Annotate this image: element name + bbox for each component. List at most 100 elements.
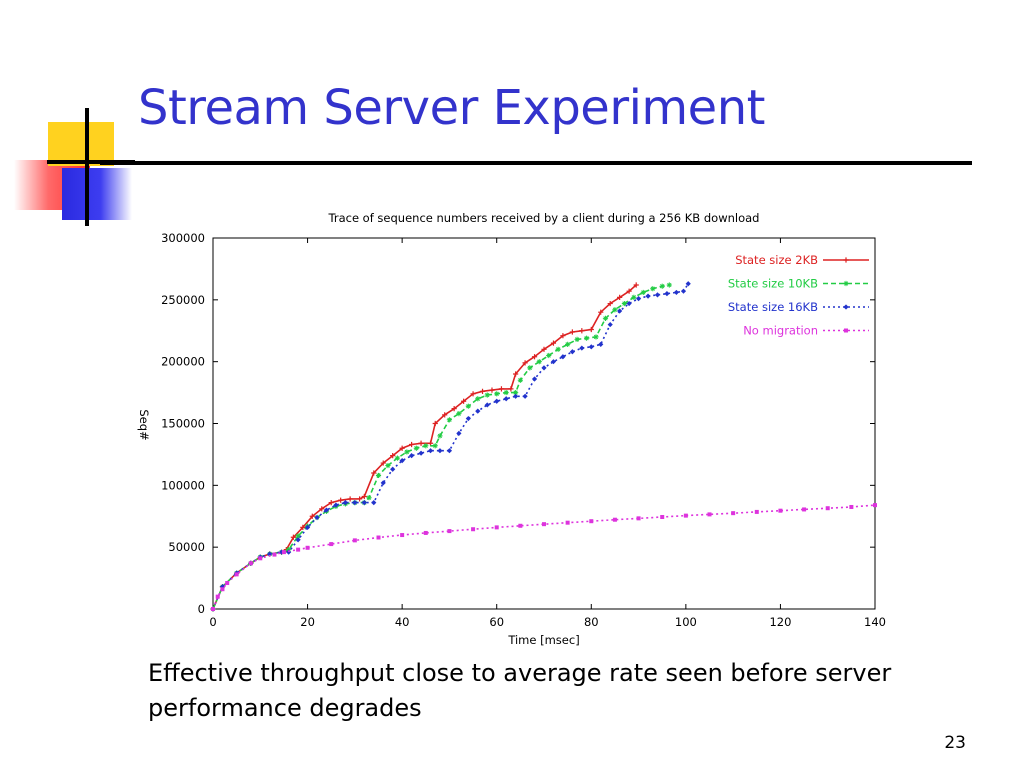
- point-1-45: [631, 294, 637, 300]
- point-2-10: [314, 514, 320, 521]
- point-1-19: [394, 455, 401, 461]
- point-0-15: [356, 496, 363, 502]
- point-3-26: [683, 513, 688, 518]
- point-3-6: [258, 556, 263, 561]
- point-1-36: [546, 352, 552, 359]
- point-1-20: [404, 449, 410, 455]
- y-tick-label-4: 200000: [161, 355, 205, 369]
- y-tick-label-6: 300000: [161, 231, 205, 245]
- point-2-32: [522, 393, 528, 399]
- point-1-29: [484, 392, 490, 398]
- x-tick-label-3: 60: [489, 615, 504, 629]
- point-1-27: [465, 403, 471, 409]
- point-0-45: [626, 288, 632, 294]
- point-1-37: [555, 346, 561, 352]
- point-1-48: [659, 283, 665, 289]
- point-1-47: [650, 286, 656, 292]
- point-1-25: [446, 417, 453, 423]
- x-tick-label-1: 20: [300, 615, 315, 629]
- point-2-27: [475, 408, 481, 414]
- point-3-1: [215, 594, 220, 599]
- point-3-8: [281, 550, 286, 555]
- point-2-5: [267, 551, 273, 557]
- point-3-30: [778, 508, 783, 513]
- point-1-31: [503, 389, 509, 396]
- point-0-41: [588, 326, 594, 333]
- point-2-33: [531, 376, 538, 382]
- point-1-28: [475, 396, 481, 402]
- point-2-17: [380, 480, 386, 486]
- point-0-13: [338, 497, 344, 503]
- point-3-9: [296, 547, 301, 552]
- decorative-horizontal-line: [47, 160, 135, 164]
- point-0-9: [300, 524, 306, 530]
- axis-ticks: [212, 237, 876, 610]
- point-2-13: [342, 500, 348, 506]
- point-0-31: [498, 386, 505, 392]
- point-3-15: [423, 530, 428, 535]
- legend-marker-1: [843, 280, 849, 287]
- point-2-38: [579, 345, 585, 351]
- point-0-16: [361, 493, 367, 500]
- point-0-10: [309, 513, 315, 519]
- point-2-31: [513, 393, 519, 399]
- point-3-5: [248, 561, 253, 566]
- point-0-30: [489, 387, 495, 393]
- point-3-7: [272, 552, 277, 557]
- point-0-14: [347, 496, 353, 502]
- x-tick-label-7: 140: [864, 615, 886, 629]
- x-axis-label: Time [msec]: [507, 633, 579, 647]
- point-0-33: [513, 371, 519, 377]
- point-1-41: [593, 334, 599, 340]
- point-1-35: [536, 359, 542, 365]
- point-2-34: [541, 365, 547, 371]
- point-3-22: [589, 519, 594, 524]
- point-0-27: [461, 398, 467, 404]
- point-1-38: [565, 341, 571, 347]
- series-3: [211, 503, 877, 611]
- point-3-10: [305, 545, 310, 550]
- point-0-26: [451, 406, 457, 412]
- point-2-24: [446, 448, 453, 454]
- point-2-11: [323, 507, 330, 513]
- y-tick-label-5: 250000: [161, 293, 205, 307]
- point-1-44: [621, 300, 627, 307]
- point-3-14: [400, 533, 405, 538]
- point-0-36: [541, 346, 547, 352]
- x-tick-label-6: 120: [769, 615, 791, 629]
- point-1-46: [640, 289, 646, 296]
- point-2-25: [456, 430, 462, 436]
- point-1-43: [612, 307, 618, 313]
- page-number: 23: [944, 733, 966, 753]
- point-2-49: [680, 288, 687, 294]
- point-1-24: [437, 433, 443, 439]
- point-1-21: [413, 445, 419, 451]
- point-3-25: [660, 514, 665, 519]
- point-3-31: [802, 507, 807, 512]
- point-0-21: [409, 441, 415, 448]
- point-3-21: [565, 520, 570, 525]
- point-0-40: [579, 328, 585, 334]
- point-3-28: [731, 511, 736, 516]
- point-3-12: [352, 538, 357, 543]
- series-0: [210, 282, 639, 612]
- point-3-24: [636, 516, 641, 521]
- x-tick-label-0: 0: [209, 615, 216, 629]
- point-2-18: [390, 466, 396, 472]
- legend-marker-3: [844, 328, 848, 333]
- point-2-20: [409, 453, 415, 459]
- point-1-17: [375, 472, 382, 479]
- point-1-39: [574, 336, 580, 343]
- point-0-43: [607, 300, 613, 307]
- series-2: [210, 281, 691, 612]
- y-tick-label-1: 50000: [168, 540, 205, 554]
- point-2-23: [437, 448, 443, 454]
- point-2-45: [645, 293, 651, 299]
- point-3-27: [707, 512, 712, 517]
- y-tick-label-3: 150000: [161, 417, 205, 431]
- point-3-16: [447, 529, 452, 534]
- x-tick-label-5: 100: [675, 615, 697, 629]
- point-2-8: [295, 537, 301, 543]
- point-0-18: [380, 460, 386, 466]
- yellow-square: [48, 122, 114, 166]
